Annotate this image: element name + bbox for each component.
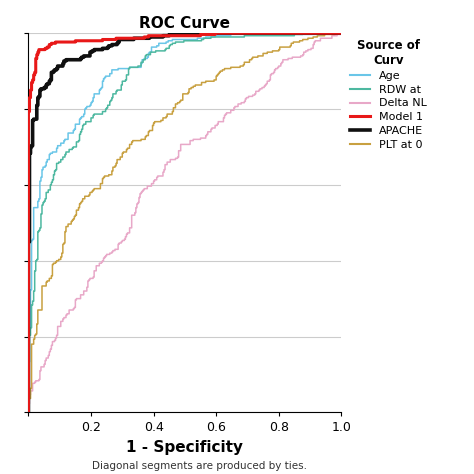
Model 1: [26, 167, 31, 173]
PLT at 0: [332, 30, 338, 36]
Age: [319, 30, 325, 36]
APACHE: [95, 47, 101, 53]
Model 1: [231, 30, 237, 36]
PLT at 0: [155, 119, 161, 125]
Age: [71, 130, 76, 136]
PLT at 0: [250, 55, 255, 60]
APACHE: [27, 148, 33, 154]
Delta NL: [111, 248, 117, 254]
Age: [112, 67, 118, 73]
Delta NL: [26, 410, 31, 415]
Text: Diagonal segments are produced by ties.: Diagonal segments are produced by ties.: [91, 461, 307, 471]
Line: RDW at: RDW at: [28, 33, 341, 412]
RDW at: [77, 138, 82, 144]
APACHE: [37, 90, 43, 95]
Age: [26, 410, 31, 415]
Delta NL: [188, 138, 194, 144]
Age: [37, 181, 43, 186]
Line: APACHE: APACHE: [28, 33, 341, 412]
Model 1: [26, 146, 31, 151]
PLT at 0: [166, 111, 172, 117]
Title: ROC Curve: ROC Curve: [139, 16, 230, 31]
Delta NL: [338, 30, 344, 36]
APACHE: [27, 168, 32, 174]
Model 1: [30, 80, 36, 85]
Line: Model 1: Model 1: [28, 33, 341, 412]
Delta NL: [178, 146, 183, 152]
Model 1: [26, 410, 31, 415]
Age: [338, 30, 344, 36]
APACHE: [231, 30, 237, 36]
RDW at: [300, 30, 306, 36]
Delta NL: [267, 76, 273, 82]
RDW at: [26, 410, 31, 415]
PLT at 0: [26, 410, 31, 415]
APACHE: [26, 410, 31, 415]
PLT at 0: [68, 219, 74, 224]
Model 1: [105, 36, 110, 42]
Delta NL: [338, 30, 344, 36]
Line: PLT at 0: PLT at 0: [28, 33, 341, 412]
APACHE: [109, 43, 115, 49]
RDW at: [45, 190, 50, 195]
RDW at: [233, 34, 239, 40]
APACHE: [171, 30, 176, 36]
Model 1: [338, 30, 344, 36]
Model 1: [88, 38, 94, 44]
PLT at 0: [76, 206, 82, 212]
Line: Delta NL: Delta NL: [28, 33, 341, 412]
Age: [231, 32, 237, 37]
Age: [128, 64, 134, 70]
APACHE: [338, 30, 344, 36]
PLT at 0: [338, 30, 344, 36]
Delta NL: [133, 206, 139, 212]
Delta NL: [100, 258, 106, 264]
RDW at: [121, 78, 127, 84]
Model 1: [212, 30, 218, 36]
Legend: Age, RDW at, Delta NL, Model 1, APACHE, PLT at 0: Age, RDW at, Delta NL, Model 1, APACHE, …: [350, 39, 427, 150]
RDW at: [128, 64, 134, 70]
X-axis label: 1 - Specificity: 1 - Specificity: [127, 440, 243, 455]
Line: Age: Age: [28, 33, 341, 412]
RDW at: [51, 176, 56, 182]
Age: [42, 164, 48, 170]
RDW at: [338, 30, 344, 36]
PLT at 0: [106, 173, 111, 179]
